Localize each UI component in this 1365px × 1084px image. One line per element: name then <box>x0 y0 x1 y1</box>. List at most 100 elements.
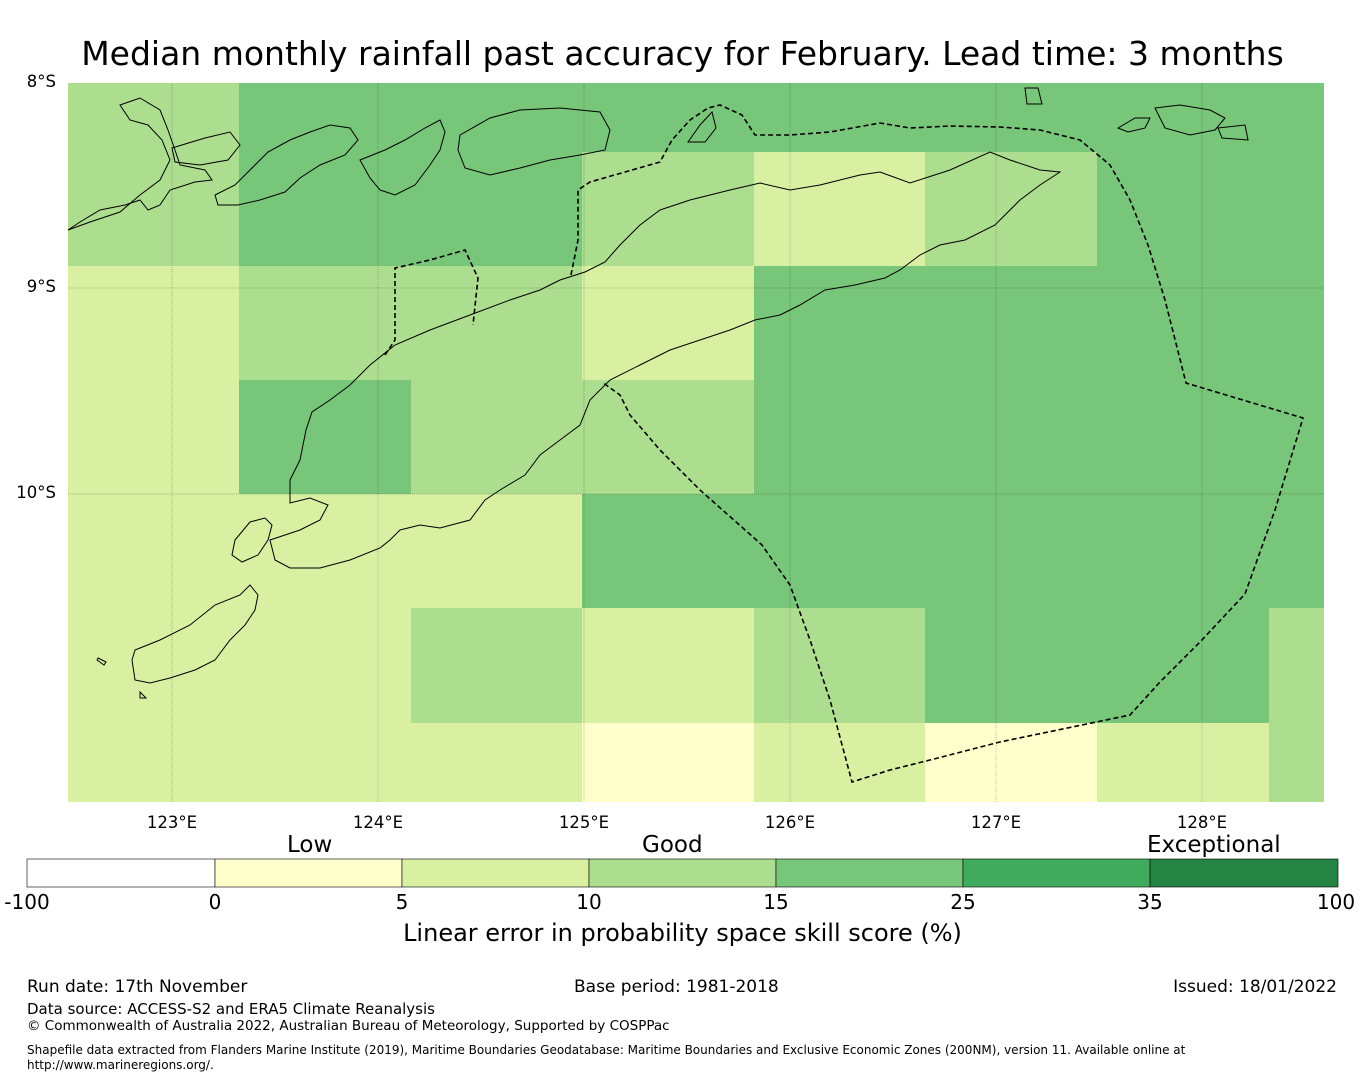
eez-timor-leste <box>570 104 1304 784</box>
skill-cell <box>68 723 239 802</box>
lon-label: 123°E <box>146 813 198 832</box>
skill-cell <box>1097 380 1269 494</box>
coastline-island <box>1024 87 1043 105</box>
skill-cell <box>68 494 239 608</box>
skill-cell <box>754 494 925 608</box>
skill-cell <box>1269 152 1324 266</box>
colorbar-tick: -100 <box>4 890 50 914</box>
issued-date: Issued: 18/01/2022 <box>1173 977 1337 997</box>
skill-cell <box>1269 494 1324 608</box>
skill-cell <box>239 723 411 802</box>
skill-cell <box>239 380 411 494</box>
skill-cell <box>582 723 754 802</box>
colorbar-segment <box>588 858 777 888</box>
colorbar-title: Linear error in probability space skill … <box>403 919 962 947</box>
coastline-island <box>1217 124 1249 141</box>
chart-title: Median monthly rainfall past accuracy fo… <box>81 34 1284 73</box>
eez-oecusse <box>384 249 479 356</box>
coastline-island <box>1116 117 1151 133</box>
skill-cell <box>1269 723 1324 802</box>
colorbar-tick: 0 <box>208 890 222 914</box>
lat-label: 8°S <box>26 72 56 91</box>
coastline-timor <box>269 151 1062 569</box>
skill-cell <box>754 152 925 266</box>
skill-cell <box>754 608 925 723</box>
skill-cell <box>411 83 582 152</box>
skill-cell <box>411 152 582 266</box>
coastline-islet <box>96 657 107 666</box>
eez-boundaries <box>384 104 1304 784</box>
skill-cell <box>1097 494 1269 608</box>
skill-cell <box>239 152 411 266</box>
shapefile-url: http://www.marineregions.org/. <box>27 1058 214 1072</box>
colorbar-tick: 25 <box>950 890 976 914</box>
lon-label: 126°E <box>764 813 816 832</box>
skill-cell <box>582 380 754 494</box>
skill-cell <box>1097 723 1269 802</box>
data-source: Data source: ACCESS-S2 and ERA5 Climate … <box>27 1000 435 1018</box>
skill-cell <box>411 723 582 802</box>
colorbar-tick: 35 <box>1137 890 1163 914</box>
colorbar-category-good: Good <box>642 832 703 858</box>
skill-cell <box>68 152 239 266</box>
shapefile-credit: Shapefile data extracted from Flanders M… <box>27 1043 1186 1057</box>
skill-cell <box>239 266 411 380</box>
lon-label: 127°E <box>970 813 1022 832</box>
skill-cell <box>925 608 1097 723</box>
coastline-wetar <box>457 107 611 176</box>
lat-label: 10°S <box>16 483 56 502</box>
coastline-flores <box>67 97 213 231</box>
lon-label: 124°E <box>352 813 404 832</box>
graticule <box>68 83 1324 802</box>
coastline-island <box>1154 104 1226 136</box>
coastline-island <box>214 124 359 206</box>
skill-cell <box>239 494 411 608</box>
skill-cell <box>1097 83 1269 152</box>
colorbar-segment <box>26 858 216 888</box>
base-period: Base period: 1981-2018 <box>574 977 779 997</box>
skill-grid <box>68 83 1324 802</box>
colorbar-category-low: Low <box>287 832 333 858</box>
colorbar <box>26 858 1339 888</box>
skill-cell <box>754 380 925 494</box>
colorbar-tick: 100 <box>1316 890 1356 914</box>
lon-label: 128°E <box>1176 813 1228 832</box>
skill-cell <box>1269 380 1324 494</box>
coastline-islet <box>139 690 148 699</box>
skill-cell <box>239 608 411 723</box>
skill-cell <box>1269 266 1324 380</box>
colorbar-segment <box>401 858 590 888</box>
skill-cell <box>239 83 411 152</box>
skill-cell <box>582 266 754 380</box>
colorbar-tick: 15 <box>763 890 789 914</box>
colorbar-segment <box>1149 858 1339 888</box>
lon-label: 125°E <box>558 813 610 832</box>
skill-cell <box>582 83 754 152</box>
coastline-atauro <box>687 110 717 143</box>
skill-cell <box>925 266 1097 380</box>
coastline-semau <box>231 517 273 563</box>
skill-cell <box>754 83 925 152</box>
colorbar-segment <box>962 858 1151 888</box>
skill-cell <box>1269 608 1324 723</box>
skill-cell <box>925 723 1097 802</box>
coastlines <box>67 87 1249 699</box>
skill-cell <box>68 83 239 152</box>
skill-cell <box>1097 152 1269 266</box>
lat-label: 9°S <box>26 277 56 296</box>
coastline-rote <box>131 584 259 684</box>
skill-cell <box>582 152 754 266</box>
coastline-island <box>171 131 241 166</box>
colorbar-category-exceptional: Exceptional <box>1147 832 1281 858</box>
run-date: Run date: 17th November <box>27 977 248 997</box>
colorbar-segment <box>775 858 964 888</box>
skill-cell <box>411 266 582 380</box>
skill-cell <box>1097 608 1269 723</box>
skill-cell <box>68 608 239 723</box>
skill-cell <box>411 380 582 494</box>
copyright: © Commonwealth of Australia 2022, Austra… <box>27 1018 670 1034</box>
skill-cell <box>925 380 1097 494</box>
skill-cell <box>411 494 582 608</box>
